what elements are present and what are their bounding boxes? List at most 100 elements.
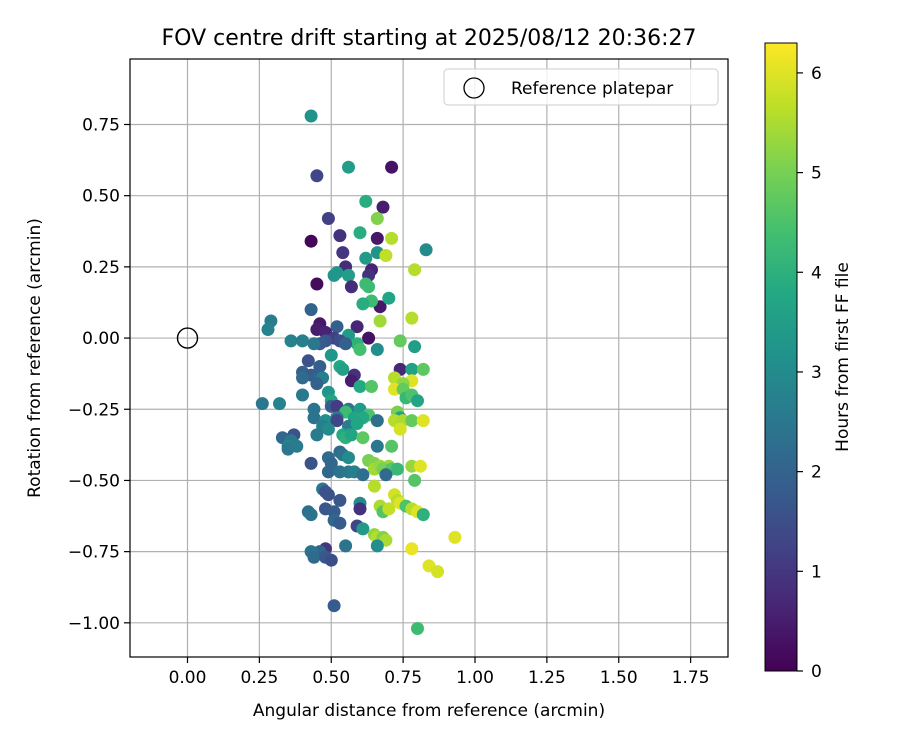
chart-title: FOV centre drift starting at 2025/08/12 …: [162, 26, 697, 51]
scatter-point: [359, 251, 373, 265]
scatter-point: [408, 263, 422, 277]
scatter-point: [310, 277, 324, 291]
scatter-point: [405, 414, 419, 428]
scatter-point: [296, 334, 309, 348]
x-tick-label: 0.50: [312, 668, 350, 688]
scatter-point: [342, 268, 355, 282]
scatter-point: [344, 280, 358, 294]
scatter-point: [321, 488, 335, 502]
scatter-point: [382, 502, 396, 516]
scatter-point: [336, 362, 350, 376]
colorbar-tick-label: 2: [811, 463, 822, 483]
scatter-point: [370, 343, 384, 356]
reference-marker-group: [176, 327, 199, 349]
y-tick-label: 0.50: [82, 187, 120, 207]
scatter-point: [296, 371, 309, 385]
scatter-point: [370, 212, 384, 225]
scatter-point: [356, 468, 370, 482]
x-tick-label: 1.50: [600, 668, 638, 688]
scatter-point: [356, 522, 370, 536]
scatter-point: [342, 160, 355, 174]
colorbar-tick-label: 3: [811, 363, 822, 383]
scatter-point: [379, 468, 393, 482]
legend-box: [443, 68, 719, 106]
scatter-point: [321, 465, 335, 479]
scatter-point: [344, 428, 358, 442]
y-tick-label: −0.25: [68, 400, 120, 420]
scatter-point: [365, 380, 378, 393]
scatter-point: [273, 397, 286, 411]
y-tick-label: −1.00: [68, 614, 120, 634]
scatter-point: [416, 362, 430, 376]
scatter-point: [339, 337, 353, 351]
scatter-point: [393, 334, 407, 348]
scatter-point: [333, 229, 347, 243]
scatter-point: [327, 268, 341, 282]
y-tick-label: 0.75: [82, 115, 120, 135]
plot-frame: [129, 58, 729, 658]
scatter-point: [416, 508, 430, 522]
scatter-point: [385, 439, 399, 453]
x-tick-label: 0.75: [384, 668, 422, 688]
scatter-point: [370, 539, 384, 553]
scatter-point: [304, 508, 318, 522]
scatter-point: [408, 340, 422, 354]
scatter-point: [333, 516, 347, 530]
scatter-point: [304, 234, 318, 248]
scatter-point: [296, 388, 309, 402]
scatter-point: [304, 303, 318, 317]
scatter-point: [350, 417, 364, 430]
scatter-point: [393, 422, 407, 436]
scatter-point: [336, 246, 350, 260]
scatter-point: [411, 622, 424, 635]
scatter-point: [333, 493, 347, 507]
scatter-point: [301, 354, 315, 368]
scatter-point: [324, 553, 338, 567]
scatter-point: [304, 109, 318, 123]
colorbar-tick-label: 4: [811, 263, 822, 283]
y-axis-label: Rotation from reference (arcmin): [25, 218, 45, 498]
scatter-point: [327, 599, 341, 613]
colorbar-tick-label: 1: [811, 562, 822, 582]
scatter-point: [255, 397, 269, 411]
scatter-point: [353, 380, 367, 393]
scatter-point: [416, 414, 430, 428]
scatter-point: [321, 212, 335, 225]
scatter-point: [261, 323, 275, 336]
scatter-point: [405, 311, 419, 325]
scatter-point: [413, 459, 427, 473]
colorbar-ticks: 0 1 2 3 4 5 6: [797, 64, 822, 682]
x-tick-label: 1.75: [672, 668, 710, 688]
legend: Reference platepar: [443, 68, 719, 106]
scatter-point: [370, 231, 384, 245]
scatter-point: [353, 226, 367, 240]
scatter-point: [408, 473, 422, 487]
x-tick-label: 0.00: [169, 668, 207, 688]
x-tick-label: 0.25: [240, 668, 278, 688]
x-tick-label: 1.25: [528, 668, 566, 688]
scatter-point: [350, 320, 364, 334]
y-tick-label: 0.25: [82, 258, 120, 278]
colorbar-label: Hours from first FF file: [833, 262, 853, 452]
colorbar-tick-label: 5: [811, 164, 822, 184]
scatter-point: [405, 542, 419, 556]
scatter-point: [330, 320, 344, 334]
scatter-point: [370, 414, 384, 428]
scatter-point: [284, 334, 298, 348]
reference-marker: [176, 327, 199, 349]
scatter-point: [390, 462, 404, 476]
scatter-point: [313, 360, 327, 373]
scatter-point: [411, 394, 424, 408]
legend-marker-icon: [463, 77, 485, 99]
scatter-point: [370, 439, 384, 453]
scatter-point: [367, 479, 381, 493]
scatter-point: [310, 169, 324, 183]
scatter-point: [405, 362, 419, 376]
y-tick-label: −0.75: [68, 543, 120, 563]
y-tick-label: −0.50: [68, 471, 120, 491]
x-tick-label: 1.00: [456, 668, 494, 688]
scatter-point: [339, 539, 353, 553]
scatter-point: [362, 331, 376, 345]
y-ticks: 0.75 0.50 0.25 0.00 −0.25 −0.50 −0.75 −1.00: [68, 115, 130, 634]
